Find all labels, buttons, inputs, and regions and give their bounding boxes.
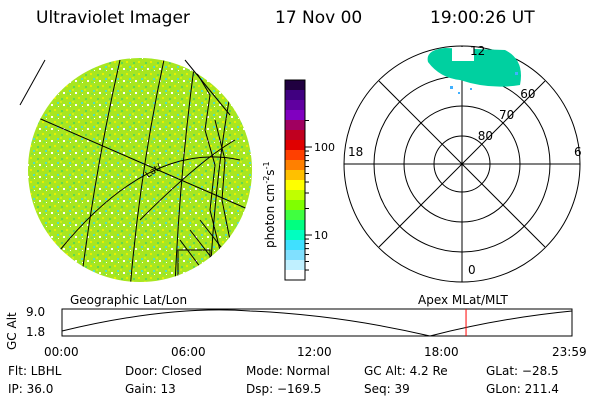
time-label: 19:00:26 UT <box>430 8 535 28</box>
colorbar-stripe <box>285 240 305 251</box>
altitude-plot-frame <box>61 308 573 337</box>
colorbar-tick-label: 10 <box>314 229 328 242</box>
mlt-label-18: 18 <box>348 145 363 159</box>
outer-grid-line <box>19 59 46 106</box>
colorbar-stripe <box>285 120 305 131</box>
time-tick-3: 18:00 <box>424 345 459 359</box>
instrument-title: Ultraviolet Imager <box>36 8 190 28</box>
colorbar-stripe <box>285 170 305 181</box>
mlat-ring-label-60: 60 <box>520 87 535 101</box>
mlt-label-0: 0 <box>468 263 476 277</box>
polar-aurora-spots <box>450 72 518 94</box>
mlt-label-6: 6 <box>574 145 582 159</box>
colorbar-stripe <box>285 200 305 211</box>
polar-diagonal <box>378 80 546 248</box>
colorbar-stripe <box>285 180 305 191</box>
colorbar-stripe <box>285 80 305 91</box>
polar-aurora-oval <box>427 48 521 87</box>
colorbar-tick-label: 100 <box>314 141 335 154</box>
time-tick-4: 23:59 <box>552 345 587 359</box>
colorbar-stripe <box>285 90 305 101</box>
colorbar-stripe <box>285 110 305 121</box>
status-mode: Mode: Normal <box>246 364 330 378</box>
colorbar-stripe <box>285 220 305 231</box>
polar-label: Apex MLat/MLT <box>418 293 508 307</box>
colorbar-stripe <box>285 230 305 241</box>
time-tick-0: 00:00 <box>44 345 79 359</box>
colorbar-stripe <box>285 260 305 271</box>
colorbar-stripe <box>285 270 305 281</box>
status-dsp: Dsp: −169.5 <box>246 382 322 396</box>
altitude-ylabel: GC Alt <box>5 312 19 350</box>
colorbar-stripe <box>285 190 305 201</box>
status-gc-alt: GC Alt: 4.2 Re <box>364 364 448 378</box>
globe-disk <box>28 58 252 282</box>
mlt-label-12: 12 <box>470 44 485 58</box>
colorbar-stripe <box>285 250 305 261</box>
colorbar-stripe <box>285 130 305 141</box>
altitude-curve <box>61 309 573 337</box>
colorbar-stripe <box>285 140 305 151</box>
colorbar-stripe <box>285 160 305 171</box>
mlat-ring-label-80: 80 <box>478 129 493 143</box>
status-glon: GLon: 211.4 <box>486 382 559 396</box>
status-seq: Seq: 39 <box>364 382 410 396</box>
status-door: Door: Closed <box>125 364 202 378</box>
altitude-ytick-top: 9.0 <box>26 305 46 319</box>
date-label: 17 Nov 00 <box>275 8 363 28</box>
time-tick-1: 06:00 <box>171 345 206 359</box>
colorbar-frame <box>284 79 306 281</box>
mlt-12-bg <box>452 47 474 61</box>
colorbar-stripe <box>285 210 305 221</box>
time-tick-2: 12:00 <box>297 345 332 359</box>
outer-grid-line <box>184 59 231 116</box>
globe-label: Geographic Lat/Lon <box>70 293 188 307</box>
colorbar-stripe <box>285 100 305 111</box>
status-gain: Gain: 13 <box>125 382 176 396</box>
altitude-ytick-bottom: 1.8 <box>26 325 46 339</box>
colorbar-stripe <box>285 150 305 161</box>
mlat-ring-label-70: 70 <box>499 108 514 122</box>
status-filter: Flt: LBHL <box>8 364 62 378</box>
status-glat: GLat: −28.5 <box>486 364 559 378</box>
status-ip: IP: 36.0 <box>8 382 54 396</box>
